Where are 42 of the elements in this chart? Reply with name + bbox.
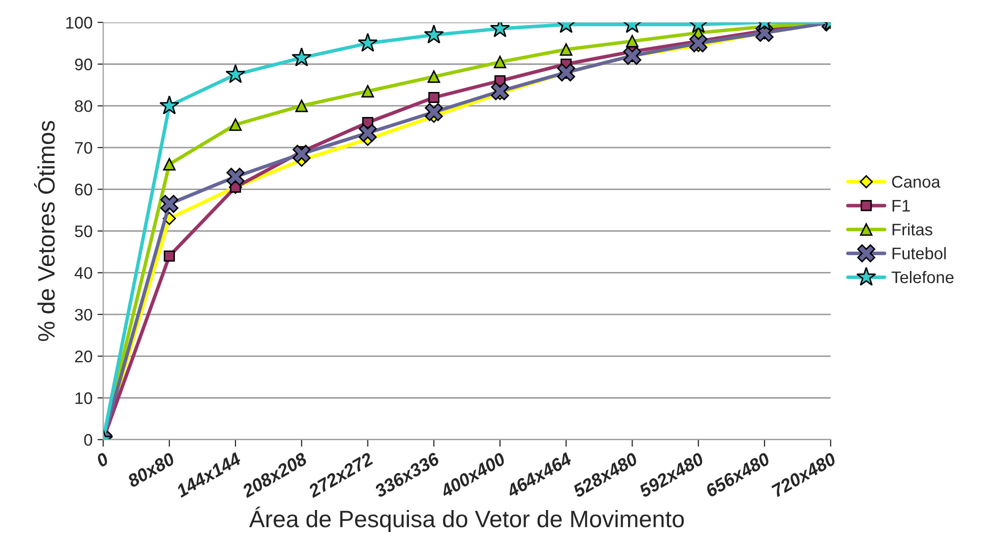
point bbox=[557, 63, 576, 82]
y-tick-label: 80 bbox=[74, 100, 92, 112]
legend-label: Canoa bbox=[892, 176, 940, 188]
point bbox=[226, 64, 246, 84]
point bbox=[494, 56, 506, 68]
y-axis-title: % de Vetores Ótimos bbox=[34, 120, 55, 342]
legend-label: Fritas bbox=[892, 223, 932, 236]
point bbox=[428, 70, 440, 83]
y-tick-label: 30 bbox=[74, 308, 92, 321]
point bbox=[159, 95, 180, 114]
y-tick-label: 60 bbox=[75, 184, 92, 196]
y-tick-label: 70 bbox=[75, 142, 92, 154]
y-tick-label: 100 bbox=[66, 16, 92, 29]
point bbox=[164, 250, 175, 262]
y-tick-label: 90 bbox=[75, 58, 92, 70]
y-tick-label: 50 bbox=[74, 225, 92, 238]
y-tick-label: 20 bbox=[75, 350, 92, 362]
y-tick-label: 0 bbox=[84, 434, 92, 446]
point bbox=[358, 32, 378, 52]
point bbox=[361, 84, 374, 98]
legend-label: F1 bbox=[892, 200, 910, 212]
y-tick-label: 10 bbox=[76, 392, 92, 404]
point bbox=[292, 47, 312, 66]
point bbox=[560, 43, 572, 56]
x-tick-label: 0 bbox=[95, 452, 110, 468]
point bbox=[424, 103, 443, 122]
x-axis-title: Área de Pesquisa do Vetor de Movimento bbox=[249, 506, 684, 532]
y-tick-label: 40 bbox=[74, 267, 92, 279]
point bbox=[424, 24, 444, 44]
point bbox=[160, 194, 178, 213]
point bbox=[163, 158, 176, 170]
point bbox=[295, 100, 308, 112]
point bbox=[689, 34, 708, 52]
point bbox=[226, 168, 244, 186]
point bbox=[626, 34, 638, 48]
point bbox=[358, 124, 377, 142]
point bbox=[292, 144, 311, 163]
legend-label: Telefone bbox=[892, 270, 954, 284]
point bbox=[428, 92, 440, 104]
point bbox=[490, 82, 510, 100]
point bbox=[229, 118, 242, 131]
legend-label: Futebol bbox=[892, 247, 946, 260]
